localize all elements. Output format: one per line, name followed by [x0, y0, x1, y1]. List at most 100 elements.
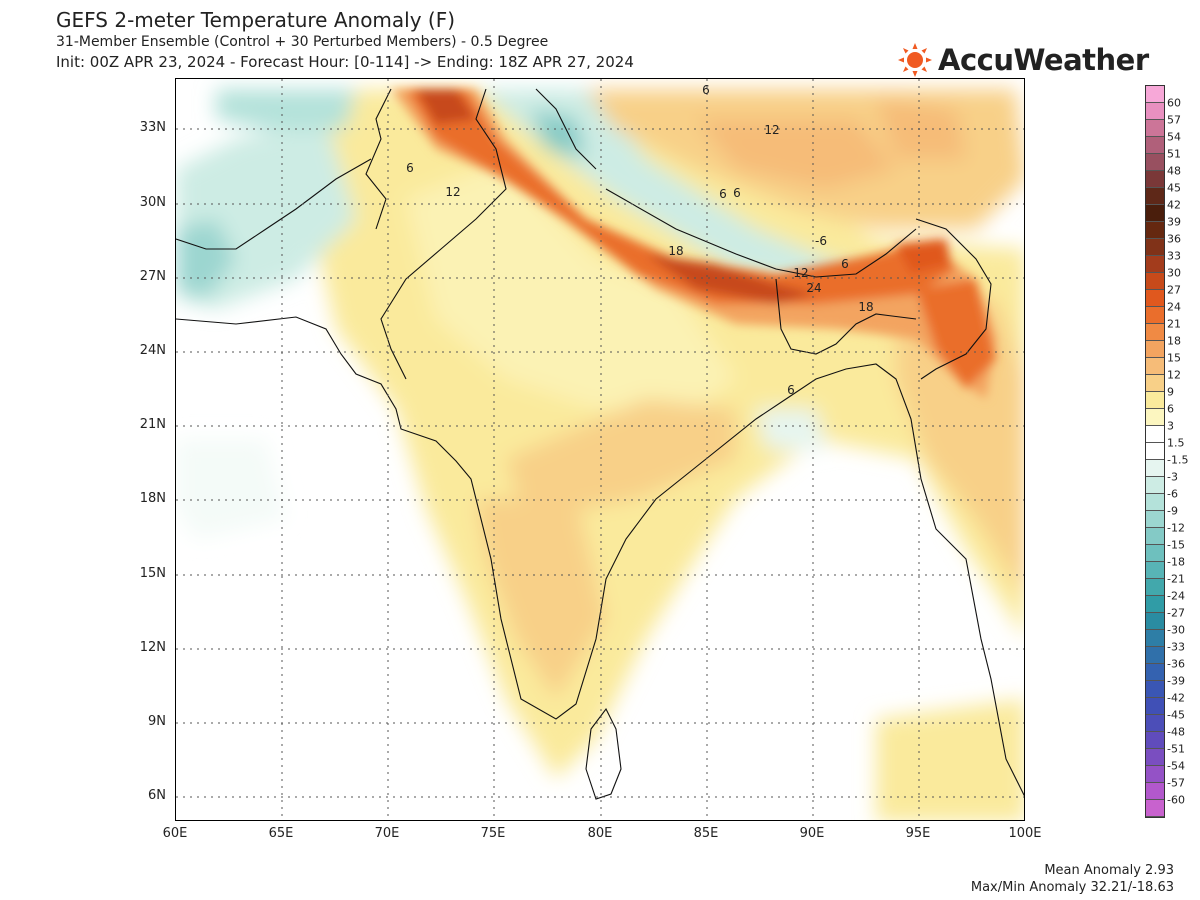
colorbar-segment [1146, 681, 1164, 698]
anomaly-colorbar [1145, 85, 1165, 818]
contour-label: -6 [815, 234, 827, 248]
colorbar-level-label: -21 [1167, 572, 1185, 586]
graticule [176, 79, 1024, 820]
colorbar-segment [1146, 205, 1164, 222]
colorbar-segment [1146, 86, 1164, 103]
latitude-label: 33N [139, 120, 166, 135]
colorbar-segment [1146, 528, 1164, 545]
colorbar-segment [1146, 239, 1164, 256]
colorbar-segment [1146, 392, 1164, 409]
colorbar-level-label: 39 [1167, 215, 1181, 229]
latitude-label: 24N [139, 343, 166, 358]
coastlines-borders [176, 88, 1024, 800]
longitude-label: 100E [1008, 826, 1042, 841]
colorbar-level-label: -24 [1167, 589, 1185, 603]
colorbar-segment [1146, 154, 1164, 171]
contour-label: 12 [764, 123, 779, 137]
accuweather-logo: AccuWeather [898, 40, 1149, 80]
colorbar-level-label: 21 [1167, 317, 1181, 331]
colorbar-level-label: 42 [1167, 198, 1181, 212]
longitude-label: 75E [480, 826, 506, 841]
colorbar-segment [1146, 647, 1164, 664]
colorbar-level-label: 15 [1167, 351, 1181, 365]
colorbar-level-label: -6 [1167, 487, 1178, 501]
colorbar-level-label: 9 [1167, 385, 1174, 399]
colorbar-level-label: 57 [1167, 113, 1181, 127]
colorbar-segment [1146, 256, 1164, 273]
colorbar-segment [1146, 341, 1164, 358]
contour-label: 18 [668, 244, 683, 258]
colorbar-level-label: 18 [1167, 334, 1181, 348]
colorbar-level-label: -57 [1167, 776, 1185, 790]
colorbar-level-label: 24 [1167, 300, 1181, 314]
colorbar-level-label: -18 [1167, 555, 1185, 569]
colorbar-level-label: 45 [1167, 181, 1181, 195]
colorbar-level-label: -9 [1167, 504, 1178, 518]
longitude-label: 60E [162, 826, 188, 841]
colorbar-level-label: -42 [1167, 691, 1185, 705]
latitude-label: 12N [139, 640, 166, 655]
colorbar-segment [1146, 800, 1164, 817]
latitude-label: 30N [139, 195, 166, 210]
init-forecast-line: Init: 00Z APR 23, 2024 - Forecast Hour: … [56, 53, 634, 71]
contour-label: 6 [841, 257, 849, 271]
longitude-label: 65E [268, 826, 294, 841]
longitude-label: 90E [799, 826, 825, 841]
colorbar-level-label: -12 [1167, 521, 1185, 535]
colorbar-segment [1146, 358, 1164, 375]
colorbar-segment [1146, 783, 1164, 800]
contour-label: 6 [719, 187, 727, 201]
map-subtitle: 31-Member Ensemble (Control + 30 Perturb… [56, 34, 549, 50]
colorbar-level-label: -15 [1167, 538, 1185, 552]
contour-label: 12 [445, 185, 460, 199]
colorbar-segment [1146, 409, 1164, 426]
colorbar-segment [1146, 443, 1164, 460]
colorbar-level-label: -39 [1167, 674, 1185, 688]
colorbar-level-label: -33 [1167, 640, 1185, 654]
colorbar-level-label: 36 [1167, 232, 1181, 246]
colorbar-segment [1146, 324, 1164, 341]
colorbar-segment [1146, 103, 1164, 120]
colorbar-level-label: -48 [1167, 725, 1185, 739]
latitude-label: 21N [139, 417, 166, 432]
colorbar-level-label: 60 [1167, 96, 1181, 110]
latitude-label: 18N [139, 491, 166, 506]
contour-label: 18 [858, 300, 873, 314]
colorbar-segment [1146, 290, 1164, 307]
colorbar-level-label: -3 [1167, 470, 1178, 484]
contour-label: 6 [702, 83, 710, 97]
colorbar-segment [1146, 562, 1164, 579]
colorbar-level-label: 6 [1167, 402, 1174, 416]
colorbar-level-label: 3 [1167, 419, 1174, 433]
maxmin-anomaly: Max/Min Anomaly 32.21/-18.63 [970, 880, 1174, 895]
colorbar-segment [1146, 375, 1164, 392]
latitude-label: 6N [148, 788, 166, 803]
colorbar-segment [1146, 171, 1164, 188]
colorbar-level-label: -1.5 [1167, 453, 1189, 467]
latitude-label: 27N [139, 269, 166, 284]
colorbar-level-label: -51 [1167, 742, 1185, 756]
colorbar-segment [1146, 579, 1164, 596]
colorbar-segment [1146, 460, 1164, 477]
colorbar-level-label: 27 [1167, 283, 1181, 297]
colorbar-level-label: 54 [1167, 130, 1181, 144]
contour-label: 6 [406, 161, 414, 175]
contour-label: 24 [806, 281, 821, 295]
colorbar-segment [1146, 222, 1164, 239]
colorbar-segment [1146, 749, 1164, 766]
colorbar-segment [1146, 120, 1164, 137]
colorbar-segment [1146, 613, 1164, 630]
temperature-anomaly-map: 6 12 6 12 6 6 -6 6 18 12 24 18 6 [175, 78, 1025, 821]
colorbar-level-label: -36 [1167, 657, 1185, 671]
colorbar-segment [1146, 494, 1164, 511]
colorbar-segment [1146, 273, 1164, 290]
colorbar-level-label: 30 [1167, 266, 1181, 280]
colorbar-segment [1146, 732, 1164, 749]
colorbar-segment [1146, 715, 1164, 732]
himalayan-warm-band [391, 89, 996, 399]
longitude-label: 95E [905, 826, 931, 841]
longitude-label: 80E [587, 826, 613, 841]
colorbar-level-label: 51 [1167, 147, 1181, 161]
colorbar-level-label: -60 [1167, 793, 1185, 807]
